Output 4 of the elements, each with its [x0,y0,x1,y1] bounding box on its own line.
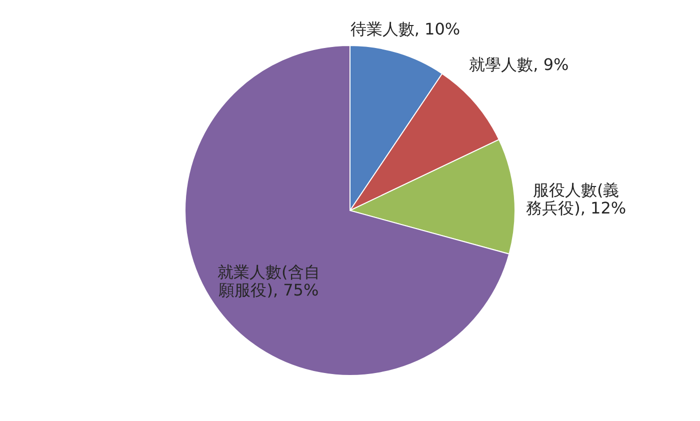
slice-label: 就業人數(含自願服役), 75% [218,262,320,300]
slice-label: 就學人數, 9% [469,54,569,74]
slice-label: 待業人數, 10% [350,20,460,39]
slice-label: 服役人數(義務兵役), 12% [526,180,626,218]
